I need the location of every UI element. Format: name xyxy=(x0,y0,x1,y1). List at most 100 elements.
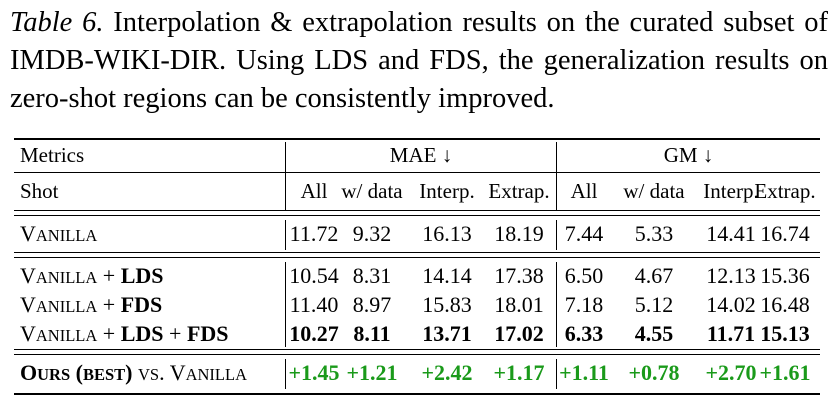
table-cell: 14.02 xyxy=(706,292,756,317)
vline-label-header xyxy=(285,142,286,210)
row-label-part: BEST xyxy=(82,365,126,384)
table-cell: +1.45 xyxy=(288,360,340,385)
row-label-part: + xyxy=(163,321,187,346)
table-cell: +1.61 xyxy=(759,360,811,385)
table-cell: 11.40 xyxy=(289,292,339,317)
table-cell: 18.01 xyxy=(494,292,544,317)
row-label-part: + xyxy=(97,292,121,317)
table-cell: 6.50 xyxy=(564,263,604,288)
column-header: Interp. xyxy=(703,179,759,203)
row-label: OURS (BEST) VS. VANILLA xyxy=(20,360,247,388)
method-bottom-rule-1 xyxy=(14,349,820,350)
table-cell: +1.21 xyxy=(346,360,398,385)
row-label: VANILLA xyxy=(20,221,97,249)
table-cell: +2.42 xyxy=(421,360,473,385)
row-label-part: V xyxy=(20,221,36,246)
row-label-part: + xyxy=(97,263,121,288)
vline-label-vanilla xyxy=(285,220,286,250)
table-cell: +2.70 xyxy=(705,360,757,385)
column-header: All xyxy=(300,179,328,203)
row-label: VANILLA + FDS xyxy=(20,292,162,320)
table-cell: +1.17 xyxy=(493,360,545,385)
table-cell: 13.71 xyxy=(422,321,472,346)
table-cell: 15.13 xyxy=(760,321,810,346)
top-rule xyxy=(14,138,820,141)
results-table: Metrics MAE ↓ GM ↓ Shot All w/ data Interp… xyxy=(14,138,820,400)
gm-group-header: GM ↓ xyxy=(663,143,714,167)
table-caption: Table 6. Interpolation & extrapolation r… xyxy=(10,4,828,118)
table-cell: 8.11 xyxy=(353,321,391,346)
table-cell: 10.27 xyxy=(289,321,339,346)
column-header: w/ data xyxy=(341,179,403,203)
table-cell: 7.44 xyxy=(564,221,604,246)
method-bottom-rule-2 xyxy=(14,354,820,355)
table-cell: 18.19 xyxy=(494,221,544,246)
row-label: VANILLA + LDS + FDS xyxy=(20,321,229,349)
column-header: Extrap. xyxy=(754,179,816,203)
row-label-part: ( xyxy=(70,360,83,385)
row-label-part: ANILLA xyxy=(35,326,98,345)
caption-label: Table 6. xyxy=(10,7,104,38)
table-cell: 17.38 xyxy=(494,263,544,288)
table-cell: 6.33 xyxy=(564,321,604,346)
header-bottom-rule-2 xyxy=(14,215,820,216)
table-cell: 7.18 xyxy=(564,292,604,317)
table-cell: 16.48 xyxy=(760,292,810,317)
row-label-part: O xyxy=(20,360,38,385)
table-cell: 8.31 xyxy=(352,263,392,288)
mae-group-header: MAE ↓ xyxy=(389,143,453,167)
table-cell: 11.72 xyxy=(289,221,339,246)
row-label-part: FDS xyxy=(186,321,229,346)
table-cell: 17.02 xyxy=(494,321,544,346)
shot-header: Shot xyxy=(20,179,59,203)
row-label-part: LDS xyxy=(120,263,164,288)
table-cell: 15.83 xyxy=(422,292,472,317)
row-label-part: ) xyxy=(125,360,138,385)
table-cell: 9.32 xyxy=(352,221,392,246)
table-cell: 5.33 xyxy=(634,221,674,246)
header-mid-rule xyxy=(14,172,820,173)
column-header: Interp. xyxy=(419,179,475,203)
row-label-part: LDS xyxy=(120,321,164,346)
table-cell: +0.78 xyxy=(628,360,680,385)
caption-text: Interpolation & extrapolation results on… xyxy=(10,7,828,114)
row-label-part: VS xyxy=(138,365,160,384)
vline-label-methods xyxy=(285,262,286,347)
table-cell: 16.13 xyxy=(422,221,472,246)
vanilla-bottom-rule-2 xyxy=(14,257,820,258)
table-cell: 12.13 xyxy=(706,263,756,288)
table-cell: 14.41 xyxy=(706,221,756,246)
row-label-part: V xyxy=(20,263,36,288)
vline-label-ours xyxy=(285,359,286,389)
row-label-part: ANILLA xyxy=(35,268,98,287)
header-bottom-rule-1 xyxy=(14,210,820,211)
row-label-part: . V xyxy=(159,360,186,385)
row-label-part: + xyxy=(97,321,121,346)
metrics-header: Metrics xyxy=(20,143,85,167)
vline-group-methods xyxy=(556,262,557,347)
column-header: w/ data xyxy=(623,179,685,203)
row-label-part: V xyxy=(20,292,36,317)
column-header: All xyxy=(570,179,598,203)
vline-group-ours xyxy=(556,359,557,389)
row-label: VANILLA + LDS xyxy=(20,263,164,291)
table-cell: 4.67 xyxy=(634,263,674,288)
vline-group-header xyxy=(556,142,557,210)
vline-group-vanilla xyxy=(556,220,557,250)
table-cell: 16.74 xyxy=(760,221,810,246)
table-cell: 15.36 xyxy=(760,263,810,288)
table-cell: 14.14 xyxy=(422,263,472,288)
row-label-part: ANILLA xyxy=(35,297,98,316)
vanilla-bottom-rule-1 xyxy=(14,252,820,253)
bottom-rule xyxy=(14,393,820,396)
table-cell: +1.11 xyxy=(559,360,609,385)
table-cell: 11.71 xyxy=(706,321,756,346)
row-label-part: ANILLA xyxy=(185,365,247,384)
row-label-part: FDS xyxy=(120,292,163,317)
table-cell: 5.12 xyxy=(634,292,674,317)
table-cell: 4.55 xyxy=(634,321,674,346)
row-label-part: ANILLA xyxy=(35,226,98,245)
table-cell: 10.54 xyxy=(289,263,339,288)
row-label-part: V xyxy=(20,321,36,346)
column-header: Extrap. xyxy=(488,179,550,203)
